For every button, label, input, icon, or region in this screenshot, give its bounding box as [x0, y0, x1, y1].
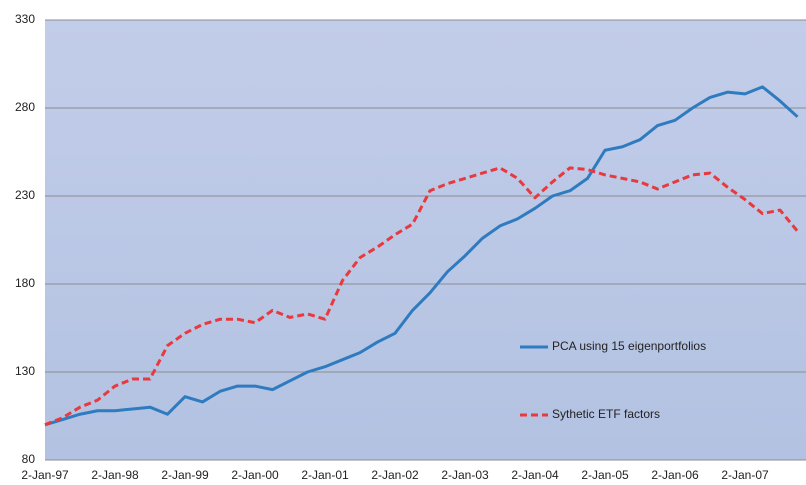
x-tick-label: 2-Jan-03 [441, 468, 489, 482]
y-tick-label: 230 [15, 188, 35, 202]
y-tick-label: 330 [15, 12, 35, 26]
series-line [44, 166, 799, 427]
series-line [44, 85, 799, 427]
x-tick-label: 2-Jan-06 [651, 468, 699, 482]
x-tick-label: 2-Jan-05 [581, 468, 629, 482]
x-tick-label: 2-Jan-02 [371, 468, 419, 482]
x-tick-label: 2-Jan-01 [301, 468, 349, 482]
x-tick-label: 2-Jan-97 [21, 468, 69, 482]
y-tick-label: 180 [15, 276, 35, 290]
legend-label: PCA using 15 eigenportfolios [552, 339, 706, 353]
y-tick-label: 130 [15, 364, 35, 378]
x-tick-label: 2-Jan-07 [721, 468, 769, 482]
y-tick-label: 280 [15, 100, 35, 114]
x-tick-label: 2-Jan-99 [161, 468, 209, 482]
x-tick-label: 2-Jan-04 [511, 468, 559, 482]
plot-area [45, 20, 806, 460]
x-tick-label: 2-Jan-98 [91, 468, 139, 482]
x-tick-label: 2-Jan-00 [231, 468, 279, 482]
y-tick-label: 80 [22, 452, 36, 466]
legend-label: Sythetic ETF factors [552, 407, 660, 421]
